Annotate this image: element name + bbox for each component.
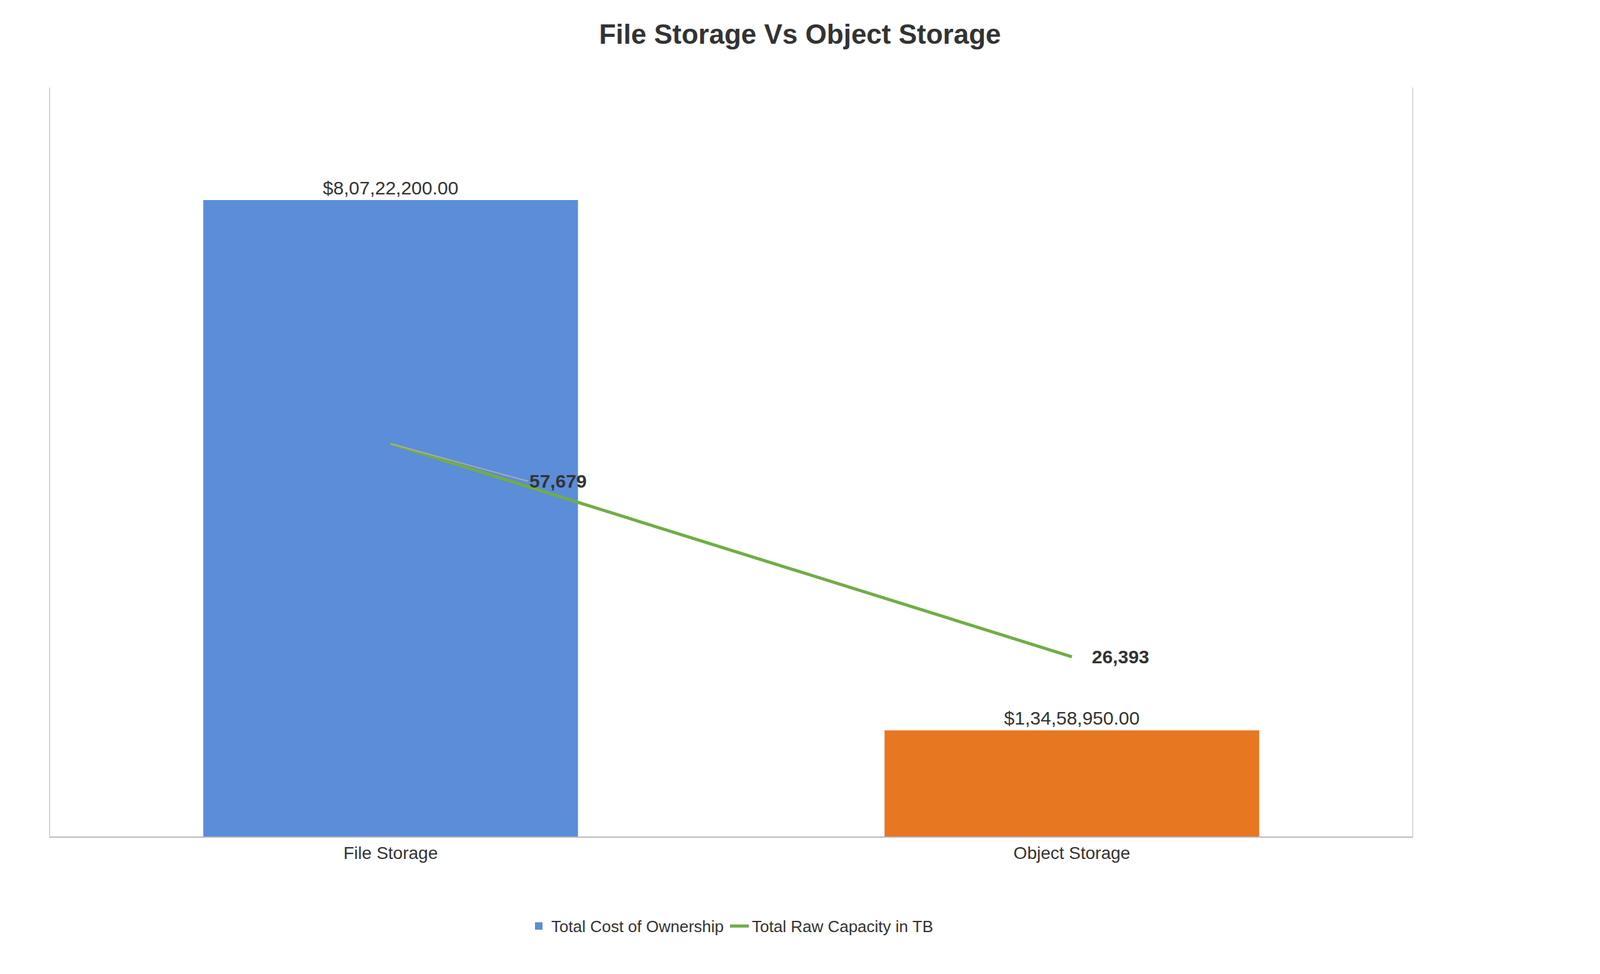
svg-text:Object Storage: Object Storage: [1013, 843, 1131, 863]
svg-text:$1,34,58,950.00: $1,34,58,950.00: [1004, 707, 1140, 729]
svg-text:Total Cost of Ownership: Total Cost of Ownership: [551, 916, 724, 936]
svg-text:File Storage: File Storage: [343, 843, 439, 863]
svg-text:Total Raw Capacity in TB: Total Raw Capacity in TB: [751, 916, 934, 936]
svg-text:File Storage Vs Object Storage: File Storage Vs Object Storage: [598, 18, 1001, 50]
svg-text:26,393: 26,393: [1091, 646, 1150, 667]
svg-text:57,679: 57,679: [529, 470, 587, 492]
svg-text:$8,07,22,200.00: $8,07,22,200.00: [323, 177, 459, 199]
